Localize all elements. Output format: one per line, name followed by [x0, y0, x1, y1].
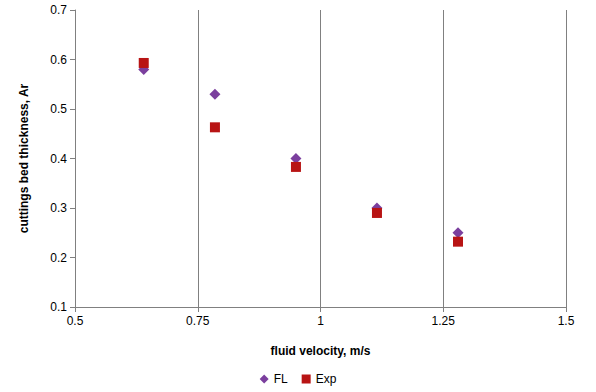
svg-text:1.25: 1.25	[432, 314, 456, 328]
svg-text:0.5: 0.5	[67, 314, 84, 328]
svg-text:0.3: 0.3	[50, 201, 67, 215]
svg-text:1.5: 1.5	[558, 314, 575, 328]
svg-text:0.2: 0.2	[50, 251, 67, 265]
svg-text:0.7: 0.7	[50, 3, 67, 17]
svg-text:0.6: 0.6	[50, 53, 67, 67]
svg-text:cuttings bed thickness, Ar: cuttings bed thickness, Ar	[17, 83, 31, 233]
svg-text:fluid velocity, m/s: fluid velocity, m/s	[271, 344, 371, 358]
svg-text:Exp: Exp	[316, 372, 337, 386]
svg-text:0.75: 0.75	[186, 314, 210, 328]
svg-text:0.4: 0.4	[50, 152, 67, 166]
svg-text:0.5: 0.5	[50, 102, 67, 116]
svg-text:1: 1	[317, 314, 324, 328]
svg-text:0.1: 0.1	[50, 300, 67, 314]
svg-text:FL: FL	[274, 372, 288, 386]
